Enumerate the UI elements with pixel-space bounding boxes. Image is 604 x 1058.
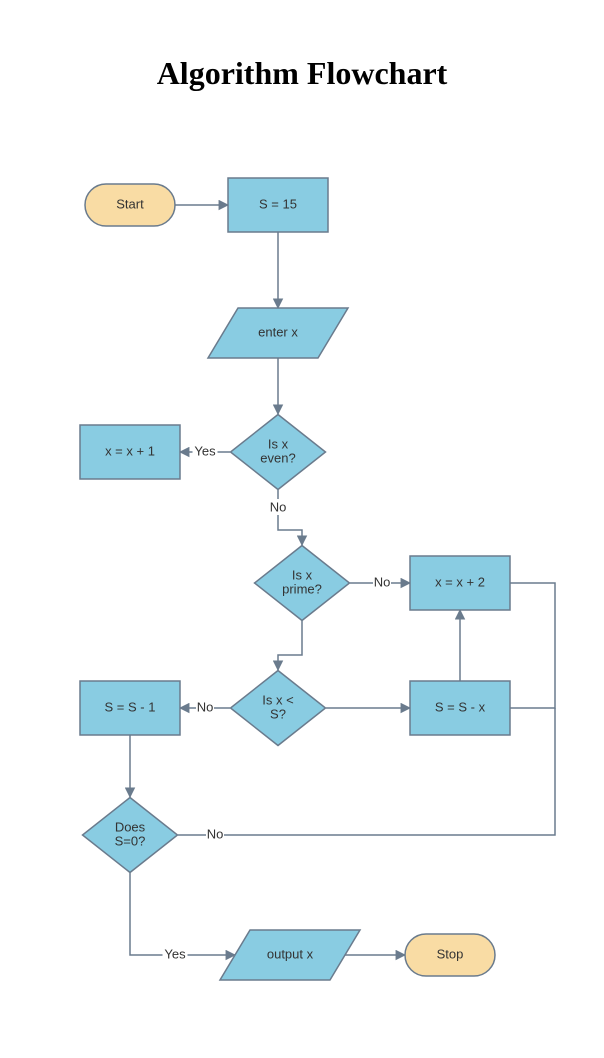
edge-13: Yes [130,873,235,962]
node-outputx: output x [220,930,360,980]
edge-path-6 [278,621,302,670]
edge-10 [510,583,555,708]
edge-label-7: No [197,699,214,714]
edge-label-13: Yes [164,946,186,961]
node-xplus1: x = x + 1 [80,425,180,479]
label-xlts: S? [270,706,286,721]
label-s15: S = 15 [259,196,297,211]
node-xlts: Is x <S? [231,671,326,746]
node-xplus2: x = x + 2 [410,556,510,610]
node-iseven: Is xeven? [231,415,326,490]
label-isprime: Is x [292,567,313,582]
label-xplus1: x = x + 1 [105,443,155,458]
edge-3: Yes [180,443,230,459]
edge-path-10 [510,583,555,708]
label-isprime: prime? [282,581,322,596]
edge-label-12: No [207,826,224,841]
node-enterx: enter x [208,308,348,358]
edge-label-4: No [270,499,287,514]
node-stop: Stop [405,934,495,976]
edge-5: No [350,574,410,590]
label-stop: Stop [437,946,464,961]
edge-label-5: No [374,574,391,589]
label-enterx: enter x [258,324,298,339]
label-start: Start [116,196,144,211]
node-ssubx: S = S - x [410,681,510,735]
label-ssub1: S = S - 1 [105,699,156,714]
edge-path-4 [278,490,302,545]
edge-7: No [180,699,230,715]
label-iseven: Is x [268,436,289,451]
node-isprime: Is xprime? [255,546,350,621]
edge-path-13 [130,873,235,955]
flowchart-canvas: YesNoNoNoNoYes StartS = 15enter xIs xeve… [0,0,604,1058]
label-ssubx: S = S - x [435,699,486,714]
label-xlts: Is x < [262,692,293,707]
label-s0: S=0? [115,833,146,848]
node-ssub1: S = S - 1 [80,681,180,735]
edge-6 [278,621,302,670]
label-s0: Does [115,819,146,834]
node-start: Start [85,184,175,226]
node-s0: DoesS=0? [83,798,178,873]
label-xplus2: x = x + 2 [435,574,485,589]
label-iseven: even? [260,450,295,465]
edge-label-3: Yes [194,443,216,458]
label-outputx: output x [267,946,314,961]
node-s15: S = 15 [228,178,328,232]
edge-4: No [269,490,302,545]
